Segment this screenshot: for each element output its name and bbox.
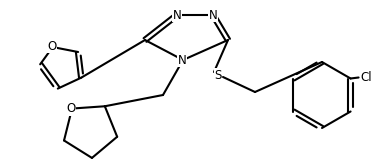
Text: N: N (209, 9, 217, 22)
Text: S: S (215, 68, 222, 81)
Text: O: O (66, 102, 76, 115)
Text: N: N (177, 53, 186, 66)
Text: N: N (173, 9, 181, 22)
Text: Cl: Cl (361, 71, 372, 84)
Text: O: O (47, 40, 56, 53)
